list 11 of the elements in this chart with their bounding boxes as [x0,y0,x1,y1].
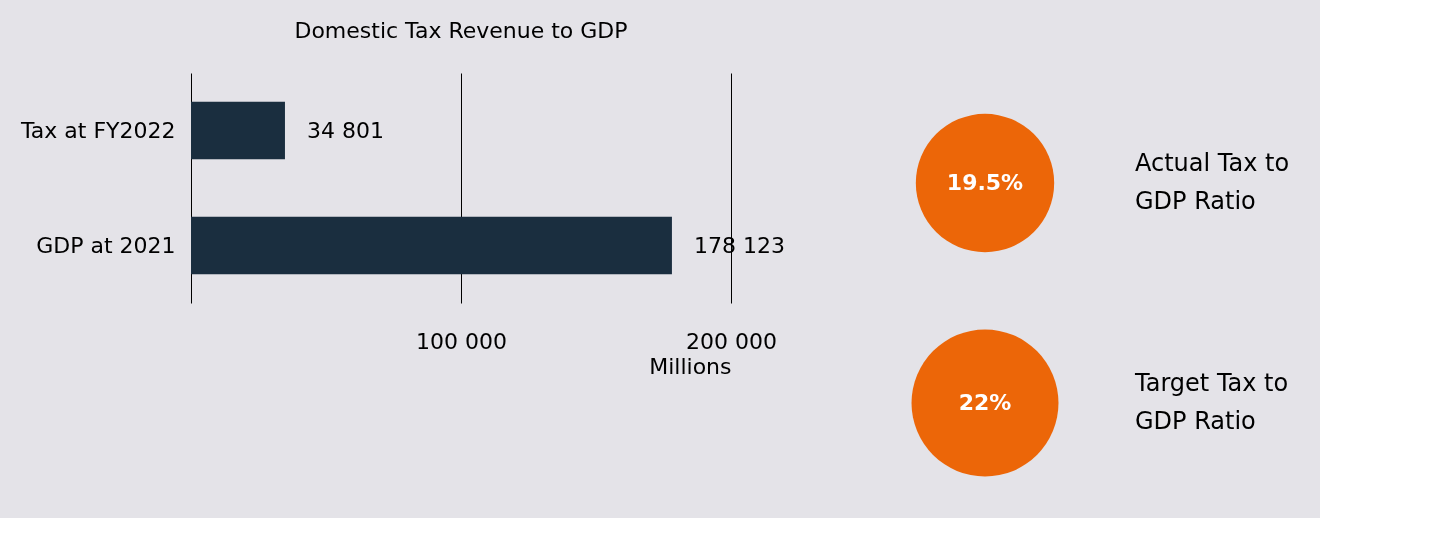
chart-title: Domestic Tax Revenue to GDP [294,18,628,43]
x-tick-label: 100 000 [416,328,507,354]
y-tick-label: Tax at FY2022 [20,117,176,143]
x-axis-title: Millions [649,353,732,379]
data-label: 22% [958,390,1012,415]
category-label: Target Tax to GDP Ratio [1135,369,1289,435]
category-label: Actual Tax to GDP Ratio [1135,149,1290,215]
data-label: 34 801 [306,117,384,143]
data-label: 19.5% [946,170,1024,195]
y-tick-label: GDP at 2021 [36,232,176,258]
x-tick-label: 200 000 [686,328,777,354]
